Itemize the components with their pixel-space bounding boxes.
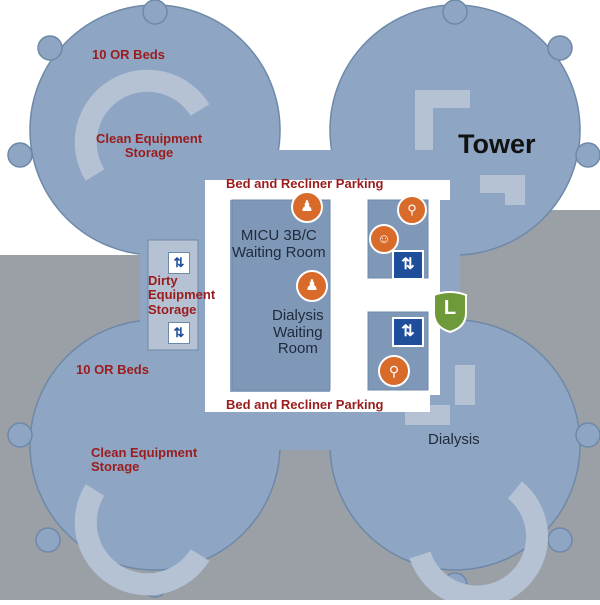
parking-bottom-label: Bed and Recliner Parking [226,397,384,412]
elevator-icon: ⇅ [168,252,190,274]
dialysis-waiting-label: Dialysis Waiting Room [272,307,324,357]
or-beds-bottom-label: 10 OR Beds [76,362,149,377]
waiting-room-icon: ♟ [291,191,323,223]
clean-storage-bottom-label: Clean Equipment Storage [91,445,198,475]
waiting-room-icon: ♟ [296,270,328,302]
or-beds-top-label: 10 OR Beds [92,47,165,62]
nursing-room-icon: ☺ [369,224,399,254]
level-marker-label: L [443,297,457,319]
tower-label: Tower [458,129,536,159]
restroom-icon: ⚲ [378,355,410,387]
micu-waiting-label: MICU 3B/C Waiting Room [232,227,326,261]
parking-top-label: Bed and Recliner Parking [226,176,384,191]
elevator-icon: ⇅ [392,317,424,347]
clean-storage-top-label: Clean Equipment Storage [96,131,203,161]
elevator-icon: ⇅ [392,250,424,280]
dirty-storage-label: Dirty Equipment Storage [148,273,216,317]
corridor-rings [74,69,549,605]
dialysis-label: Dialysis [428,431,480,448]
elevator-icon: ⇅ [168,322,190,344]
restroom-icon: ⚲ [397,195,427,225]
level-marker-icon: L [432,291,468,334]
